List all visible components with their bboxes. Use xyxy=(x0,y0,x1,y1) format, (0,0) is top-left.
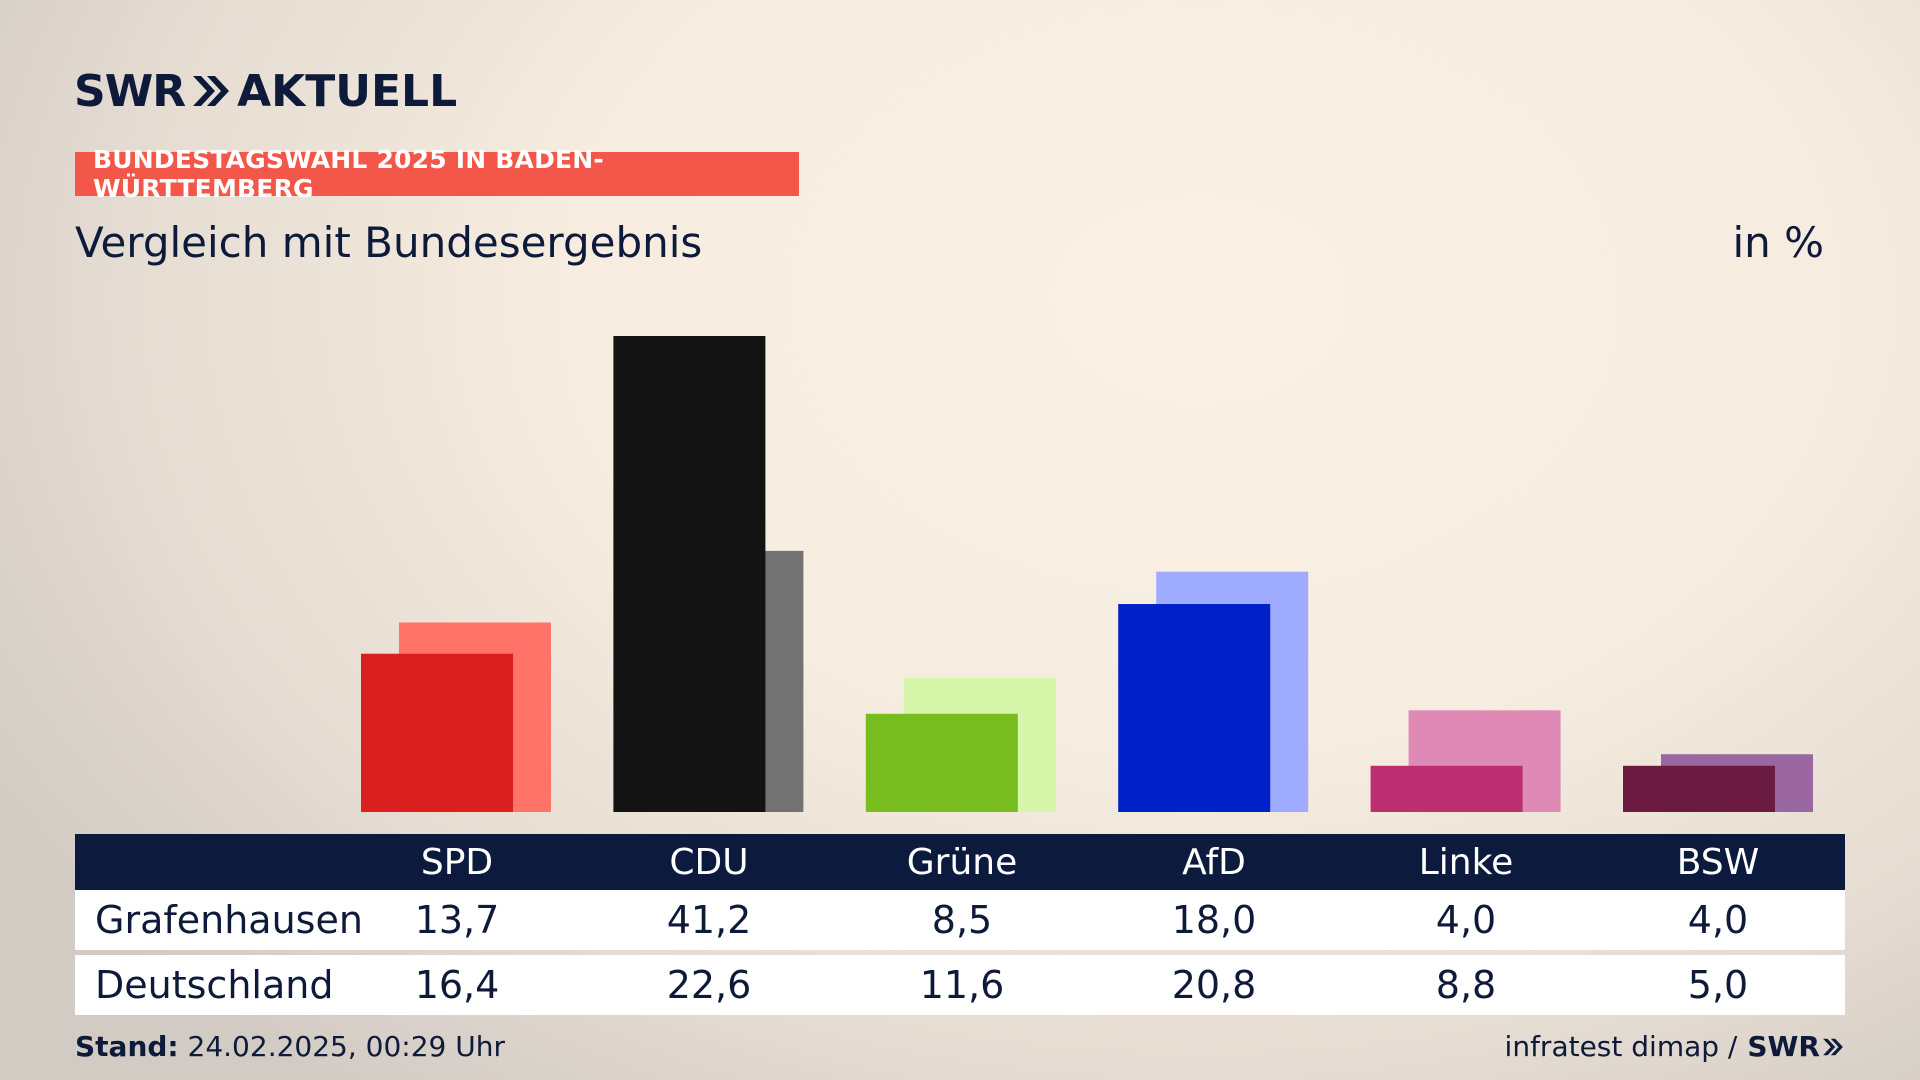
logo-aktuell-text: AKTUELL xyxy=(237,65,458,117)
header-linke: Linke xyxy=(1418,841,1514,883)
double-chevron-icon xyxy=(193,76,230,106)
row-label: Grafenhausen xyxy=(95,898,363,942)
stand-value: 24.02.2025, 00:29 Uhr xyxy=(187,1030,505,1063)
table-row: Deutschland 16,4 22,6 11,6 20,8 8,8 5,0 xyxy=(75,955,1845,1015)
results-table: SPD CDU Grüne AfD Linke BSW Grafenhausen… xyxy=(75,834,1845,1015)
source-credit: infratest dimap / SWR xyxy=(1505,1030,1844,1063)
row-label: Deutschland xyxy=(95,963,334,1007)
bar-grafenhausen-linke xyxy=(1370,765,1523,812)
header-bsw: BSW xyxy=(1676,841,1760,883)
table-header-row: SPD CDU Grüne AfD Linke BSW xyxy=(75,834,1845,890)
footer-swr-logo: SWR xyxy=(1747,1030,1820,1063)
bar-chart xyxy=(361,336,1813,812)
table-cell: 22,6 xyxy=(666,963,752,1007)
header-gruene: Grüne xyxy=(906,841,1018,883)
table-cell: 11,6 xyxy=(919,963,1005,1007)
bar-grafenhausen-spd xyxy=(361,653,513,812)
logo-swr-text: SWR xyxy=(74,65,186,117)
table-cell: 13,7 xyxy=(414,898,500,942)
table-cell: 8,8 xyxy=(1435,963,1497,1007)
chart-subtitle: Vergleich mit Bundesergebnis xyxy=(75,218,703,267)
header-spd: SPD xyxy=(420,841,494,883)
table-cell: 41,2 xyxy=(666,898,752,942)
swr-aktuell-logo: SWR AKTUELL xyxy=(74,65,458,117)
table-cell: 18,0 xyxy=(1171,898,1257,942)
timestamp: Stand: 24.02.2025, 00:29 Uhr xyxy=(75,1030,505,1063)
election-badge: BUNDESTAGSWAHL 2025 IN BADEN-WÜRTTEMBERG xyxy=(75,145,799,203)
table-row: Grafenhausen 13,7 41,2 8,5 18,0 4,0 4,0 xyxy=(75,890,1845,950)
table-cell: 8,5 xyxy=(931,898,993,942)
bar-grafenhausen-cdu xyxy=(613,336,766,812)
table-cell: 4,0 xyxy=(1435,898,1497,942)
source-text: infratest dimap / xyxy=(1504,1030,1738,1063)
stand-label: Stand: xyxy=(75,1030,179,1063)
bar-grafenhausen-afd xyxy=(1118,604,1271,812)
table-cell: 5,0 xyxy=(1687,963,1749,1007)
table-cell: 16,4 xyxy=(414,963,500,1007)
bar-grafenhausen-bsw xyxy=(1623,765,1775,812)
footer-double-chevron-icon xyxy=(1823,1038,1843,1055)
table-cell: 4,0 xyxy=(1687,898,1749,942)
unit-label: in % xyxy=(1732,218,1824,267)
header-afd: AfD xyxy=(1182,841,1246,883)
table-cell: 20,8 xyxy=(1171,963,1257,1007)
header-cdu: CDU xyxy=(669,841,749,883)
bar-grafenhausen-gruene xyxy=(865,713,1018,812)
